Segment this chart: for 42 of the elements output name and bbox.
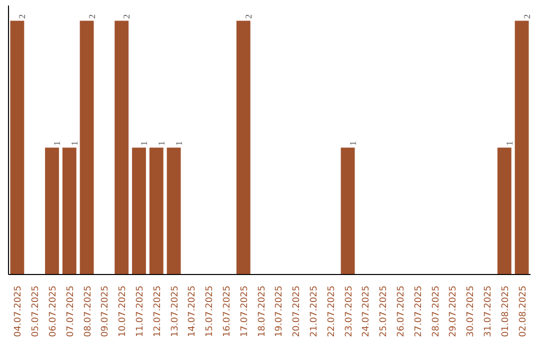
x-tick-label: 15.07.2025 — [205, 286, 216, 338]
x-tick-label: 10.07.2025 — [118, 286, 128, 338]
x-tick-label: 14.07.2025 — [188, 286, 198, 338]
data-label: 2 — [122, 14, 132, 19]
x-tick-label: 07.07.2025 — [66, 286, 76, 338]
x-tick-label: 26.07.2025 — [396, 286, 406, 338]
x-tick-label: 28.07.2025 — [431, 286, 442, 338]
x-tick-label: 01.08.2025 — [500, 286, 511, 338]
x-tick-label: 22.07.2025 — [326, 286, 337, 338]
x-tick-label: 31.07.2025 — [484, 286, 494, 338]
x-tick-label: 19.07.2025 — [274, 286, 285, 338]
x-tick-label: 23.07.2025 — [344, 286, 354, 338]
x-tick-label: 08.07.2025 — [83, 286, 94, 338]
x-tick-label: 02.08.2025 — [518, 286, 528, 338]
x-tick-label: 20.07.2025 — [292, 286, 302, 338]
x-tick-label: 18.07.2025 — [257, 286, 268, 338]
x-tick-label: 04.07.2025 — [14, 286, 24, 338]
data-label: 1 — [504, 141, 514, 146]
data-label: 1 — [52, 141, 62, 146]
x-tick-label: 25.07.2025 — [379, 286, 390, 338]
x-tick-label: 11.07.2025 — [136, 286, 146, 338]
data-label: 2 — [86, 14, 97, 19]
data-label: 2 — [243, 14, 254, 19]
x-tick-label: 06.07.2025 — [48, 286, 58, 338]
x-tick-label: 12.07.2025 — [152, 286, 163, 338]
data-label: 1 — [139, 141, 149, 146]
data-label: 1 — [69, 141, 80, 146]
data-label: 1 — [156, 141, 166, 146]
x-tick-label: 05.07.2025 — [31, 286, 42, 338]
x-tick-label: 24.07.2025 — [362, 286, 372, 338]
x-tick-label: 27.07.2025 — [414, 286, 424, 338]
x-tick-label: 30.07.2025 — [466, 286, 476, 338]
data-label: 1 — [348, 141, 358, 146]
x-tick-label: 21.07.2025 — [310, 286, 320, 338]
x-tick-label: 17.07.2025 — [240, 286, 250, 338]
data-label: 1 — [174, 141, 184, 146]
data-label: 2 — [17, 14, 28, 19]
data-label: 2 — [522, 14, 532, 19]
x-tick-label: 29.07.2025 — [448, 286, 459, 338]
x-tick-label: 09.07.2025 — [100, 286, 111, 338]
x-tick-label: 16.07.2025 — [222, 286, 232, 338]
x-tick-label: 13.07.2025 — [170, 286, 180, 338]
